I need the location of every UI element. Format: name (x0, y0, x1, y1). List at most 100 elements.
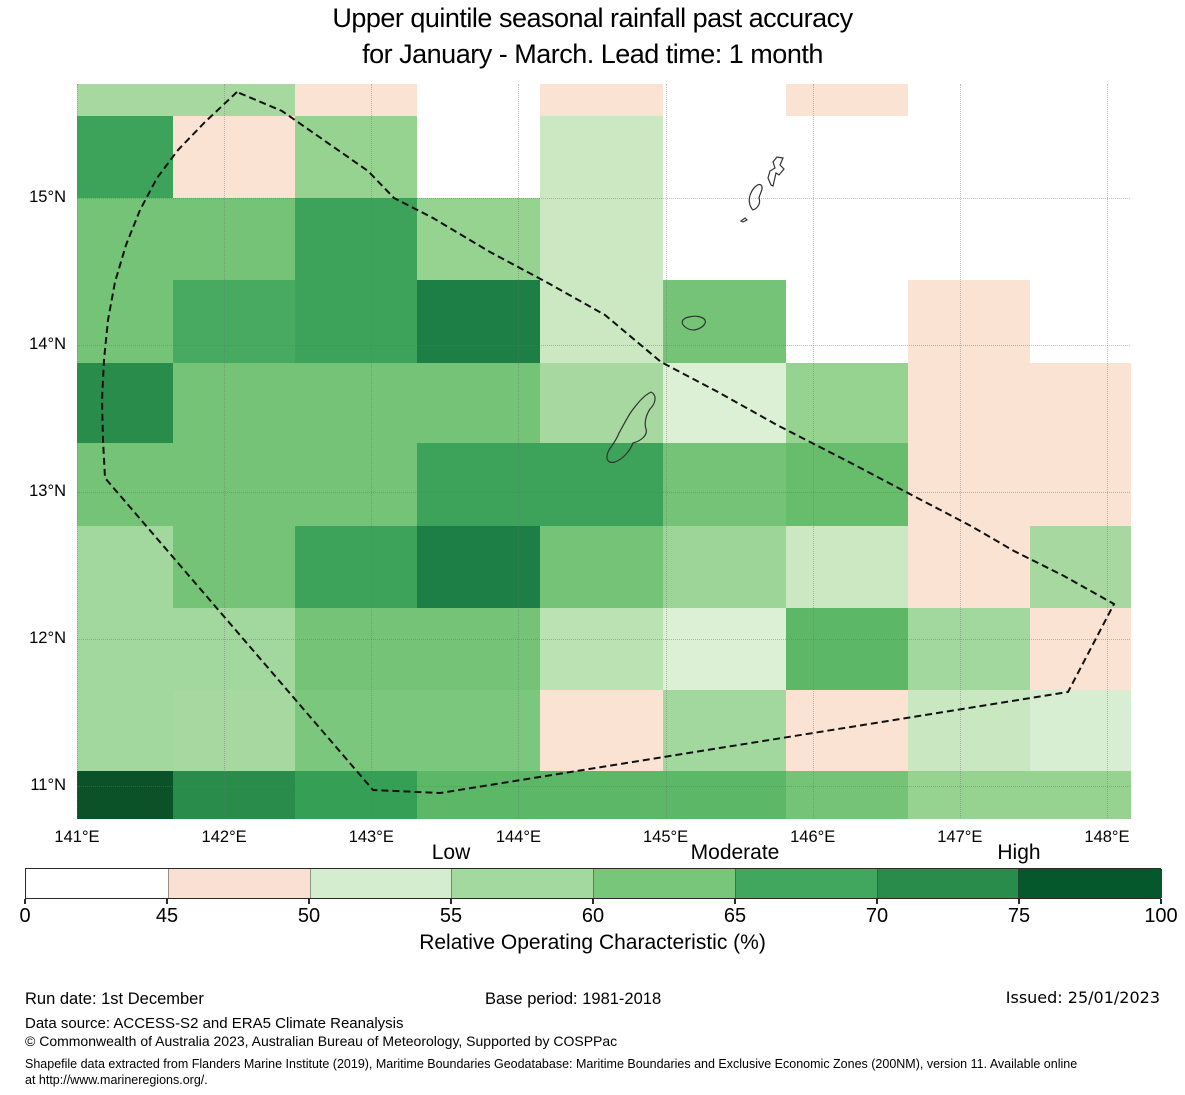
heatmap-cell (786, 690, 909, 772)
heatmap-cell (908, 608, 1032, 692)
heatmap-cell (294, 443, 418, 527)
base-period-text: Base period: 1981-2018 (485, 990, 662, 1008)
heatmap-cell (77, 771, 174, 819)
heatmap-cell (416, 443, 542, 527)
heatmap-cell (540, 84, 664, 117)
heatmap-cell (172, 280, 296, 364)
heatmap-cell (908, 115, 1032, 199)
heatmap-cell (294, 280, 418, 364)
latitude-tick-label: 13°N (29, 482, 66, 500)
heatmap-cell (786, 608, 909, 692)
heatmap-cell (294, 525, 418, 609)
heatmap-cell (662, 443, 787, 527)
heatmap-cell (77, 362, 174, 445)
heatmap-cell (662, 608, 787, 692)
heatmap-cell (416, 525, 542, 609)
heatmap-cell (540, 608, 664, 692)
heatmap-cell (662, 84, 787, 117)
heatmap-cell (786, 771, 909, 819)
heatmap-cell (908, 198, 1032, 281)
heatmap-cell (77, 115, 174, 199)
shapefile-credit-line1: Shapefile data extracted from Flanders M… (25, 1057, 1078, 1071)
longitude-tick-label: 142°E (201, 828, 247, 846)
heatmap-cell (1030, 608, 1131, 692)
heatmap-cell (540, 362, 664, 445)
heatmap-cell (662, 115, 787, 199)
copyright-text: © Commonwealth of Australia 2023, Austra… (25, 1033, 618, 1049)
heatmap-cell (1030, 115, 1131, 199)
meridian-gridline (371, 84, 373, 818)
colorbar-bin-65-70 (734, 869, 879, 898)
heatmap-cell (172, 608, 296, 692)
colorbar-bin-50-55 (309, 869, 454, 898)
meridian-gridline (1106, 84, 1108, 818)
meridian-gridline (959, 84, 961, 818)
parallel-gridline (77, 639, 1130, 640)
parallel-gridline (77, 786, 1130, 787)
meridian-gridline (518, 84, 520, 818)
colorbar-tick (450, 899, 452, 904)
heatmap-cell (908, 771, 1032, 819)
colorbar-axis-label: Relative Operating Characteristic (%) (419, 931, 766, 954)
colorbar-tick-label: 45 (155, 905, 179, 927)
colorbar-tick (734, 899, 736, 904)
heatmap-cell (908, 690, 1032, 772)
heatmap-cell (1030, 362, 1131, 445)
heatmap-cell (172, 362, 296, 445)
colorbar (25, 868, 1162, 899)
heatmap-cell (416, 608, 542, 692)
heatmap-cell (1030, 690, 1131, 772)
heatmap-cell (172, 84, 296, 117)
heatmap-cell (416, 84, 542, 117)
meridian-gridline (665, 84, 667, 818)
heatmap-cell (786, 84, 909, 117)
island-coastline (739, 217, 749, 223)
longitude-tick-label: 146°E (790, 828, 836, 846)
heatmap-cell (294, 690, 418, 772)
heatmap-cell (662, 280, 787, 364)
island-coastline (681, 315, 706, 331)
heatmap-cell (662, 198, 787, 281)
colorbar-tick-label: 70 (865, 905, 889, 927)
colorbar-tick-label: 60 (581, 905, 605, 927)
colorbar-category-high: High (997, 841, 1041, 864)
heatmap-cell (540, 771, 664, 819)
colorbar-category-low: Low (431, 841, 471, 864)
heatmap-cell (294, 771, 418, 819)
heatmap-cell (77, 84, 174, 117)
heatmap-cell (1030, 280, 1131, 364)
heatmap-cell (662, 525, 787, 609)
colorbar-tick-label: 100 (1144, 905, 1178, 927)
run-date-text: Run date: 1st December (25, 990, 204, 1008)
heatmap-cell (1030, 771, 1131, 819)
chart-title-line1: Upper quintile seasonal rainfall past ac… (332, 3, 853, 33)
heatmap-cell (662, 362, 787, 445)
heatmap-cell (294, 362, 418, 445)
longitude-tick-label: 144°E (495, 828, 541, 846)
heatmap-cell (662, 771, 787, 819)
heatmap-cell (540, 443, 664, 527)
heatmap-cell (416, 115, 542, 199)
colorbar-tick-label: 0 (19, 905, 31, 927)
colorbar-tick (24, 899, 26, 904)
parallel-gridline (77, 198, 1130, 199)
heatmap-cell (172, 525, 296, 609)
colorbar-bin-70-75 (876, 869, 1021, 898)
heatmap-cell (786, 362, 909, 445)
heatmap-cell (416, 362, 542, 445)
longitude-tick-label: 148°E (1084, 828, 1130, 846)
heatmap-cell (172, 115, 296, 199)
colorbar-tick (1018, 899, 1020, 904)
latitude-tick-label: 12°N (29, 629, 66, 647)
colorbar-tick (308, 899, 310, 904)
heatmap-cell (416, 198, 542, 281)
heatmap-cell (908, 280, 1032, 364)
latitude-tick-label: 11°N (30, 776, 66, 794)
heatmap-cell (908, 525, 1032, 609)
heatmap-cell (786, 115, 909, 199)
longitude-tick-label: 145°E (642, 828, 689, 846)
colorbar-tick-label: 55 (439, 905, 463, 927)
eez-boundary-dashed-line (100, 91, 1116, 795)
parallel-gridline (77, 492, 1130, 493)
